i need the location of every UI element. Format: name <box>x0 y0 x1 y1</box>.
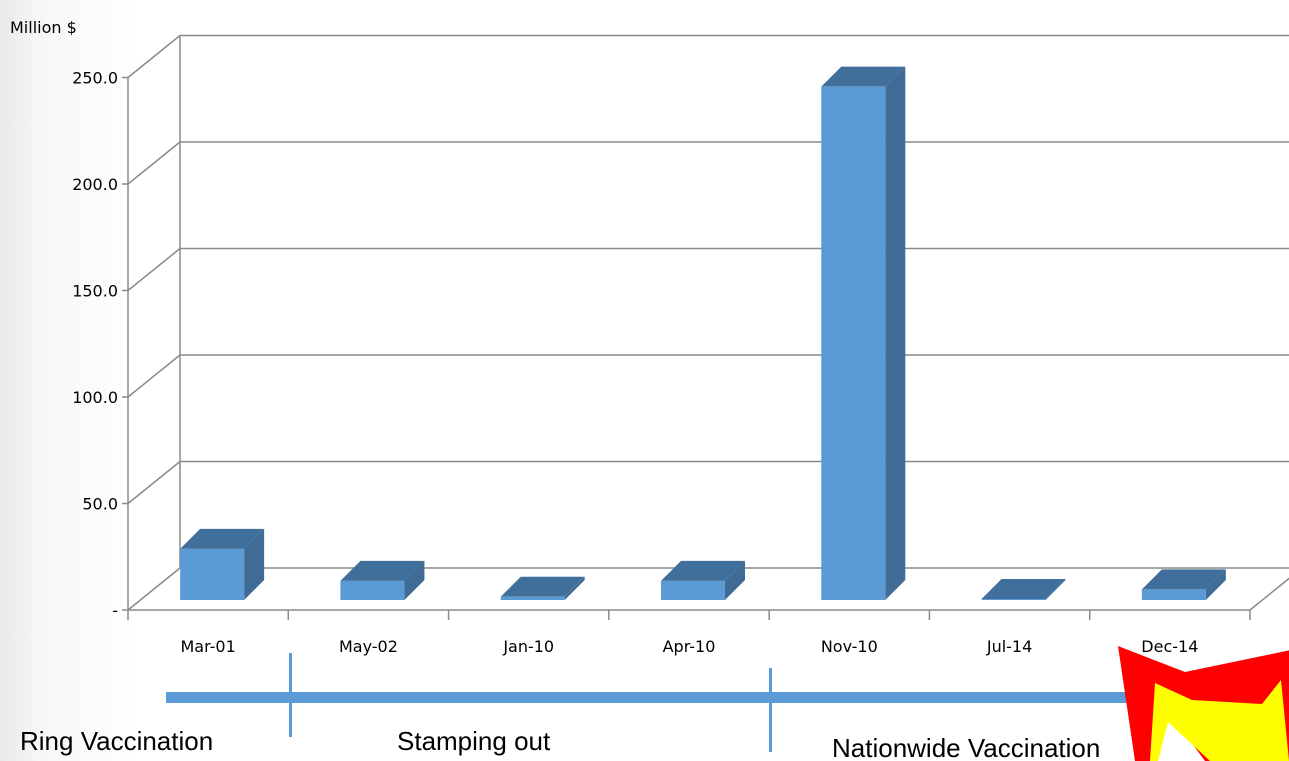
y-tick-label: 200.0 <box>72 175 118 194</box>
bar-side <box>885 66 906 601</box>
bar-side <box>1205 569 1226 600</box>
bar <box>981 579 1066 600</box>
burst-shape <box>1118 646 1289 761</box>
gridline-diagonal <box>127 34 181 79</box>
x-axis: Mar-01 May-02 Jan-10 Apr-10 Nov-10 Jul-14 Dec-… <box>127 610 1251 656</box>
period-label-ring-vaccination: Ring Vaccination <box>20 726 213 756</box>
bar-front <box>340 580 405 600</box>
bar-top <box>981 579 1066 599</box>
gridline-diagonal <box>127 354 181 398</box>
y-tick-label: 100.0 <box>72 388 118 407</box>
x-tick-label: Nov-10 <box>821 637 878 656</box>
y-tick-label: 50.0 <box>82 495 118 514</box>
x-tick-label: Jul-14 <box>986 637 1032 656</box>
bar <box>661 560 745 600</box>
y-tick-label: - <box>112 601 118 620</box>
y-axis-ticks: - 50.0 100.0 150.0 200.0 250.0 <box>72 69 118 621</box>
bar-top <box>661 560 745 581</box>
bars <box>180 66 1226 601</box>
timeline-divider-2 <box>769 668 772 752</box>
x-tick-label: Jan-10 <box>502 637 554 656</box>
bar <box>1141 569 1226 600</box>
y-tick-label: 150.0 <box>72 282 118 301</box>
bar <box>180 528 265 600</box>
bar-side <box>244 528 265 600</box>
timeline: Ring Vaccination Stamping out Nationwide… <box>20 653 1255 761</box>
bar-side <box>564 576 585 600</box>
gridline-diagonal <box>127 247 181 292</box>
bar <box>821 66 906 601</box>
bar-front <box>661 580 725 600</box>
x-tick-label: Dec-14 <box>1141 637 1198 656</box>
timeline-bar <box>166 692 1255 703</box>
period-label-nationwide-vaccination: Nationwide Vaccination <box>832 733 1100 761</box>
timeline-divider-1 <box>289 653 292 737</box>
bar-top <box>1141 569 1226 590</box>
x-tick-label: Mar-01 <box>180 637 235 656</box>
bar-front <box>180 548 245 600</box>
bar-side <box>725 560 745 600</box>
bar-top <box>340 560 425 581</box>
gridline-diagonal <box>127 567 181 611</box>
bar-side <box>404 560 425 600</box>
bar <box>500 576 585 600</box>
period-label-stamping-out: Stamping out <box>397 726 551 756</box>
bar-front <box>1141 589 1206 600</box>
y-tick-label: 250.0 <box>72 69 118 88</box>
bar-top <box>180 528 265 549</box>
bar <box>340 560 425 600</box>
bar-side <box>1045 579 1066 600</box>
gridline-diagonal <box>127 460 181 505</box>
gridline-diagonal <box>127 141 181 185</box>
floor-edge <box>1249 577 1289 611</box>
x-tick-label: Apr-10 <box>663 637 716 656</box>
x-tick-label: May-02 <box>339 637 398 656</box>
gridlines <box>122 34 1289 611</box>
bar-top <box>821 66 906 87</box>
bar-top <box>500 576 585 597</box>
bar-front <box>981 599 1046 600</box>
bar-front <box>821 86 886 601</box>
y-axis-label: Million $ <box>10 18 77 37</box>
bar-front <box>500 596 565 600</box>
